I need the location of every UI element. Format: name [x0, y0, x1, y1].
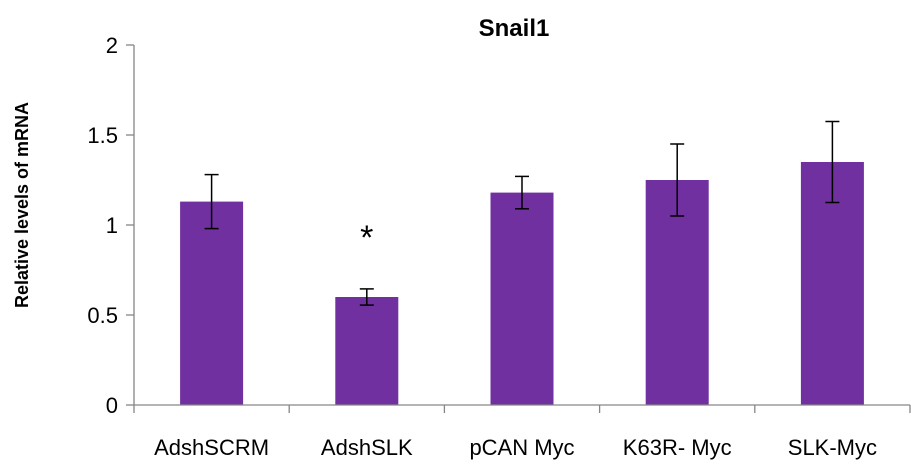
bar [645, 180, 709, 405]
annotations: * [360, 219, 373, 257]
chart-title: Snail1 [479, 15, 550, 42]
bars [180, 162, 864, 405]
y-tick-label: 2 [106, 33, 118, 58]
x-tick-label: pCAN Myc [469, 435, 574, 460]
x-axis: AdshSCRM AdshSLK pCAN Myc K63R- Myc SLK-Myc [133, 404, 911, 460]
y-tick-label: 1 [106, 213, 118, 238]
error-bars [204, 120, 840, 306]
y-axis-label: Relative levels of mRNA [12, 102, 32, 308]
x-tick-label: AdshSLK [321, 435, 413, 460]
y-tick-label: 1.5 [87, 123, 118, 148]
x-tick-label: AdshSCRM [154, 435, 269, 460]
y-axis: 0 0.5 1 1.5 2 [87, 33, 135, 418]
y-tick-label: 0.5 [87, 303, 118, 328]
x-tick-label: SLK-Myc [788, 435, 877, 460]
bar [490, 192, 554, 405]
significance-marker: * [360, 219, 373, 257]
bar [335, 297, 399, 405]
x-tick-label: K63R- Myc [623, 435, 732, 460]
y-tick-label: 0 [106, 393, 118, 418]
bar [180, 201, 244, 405]
